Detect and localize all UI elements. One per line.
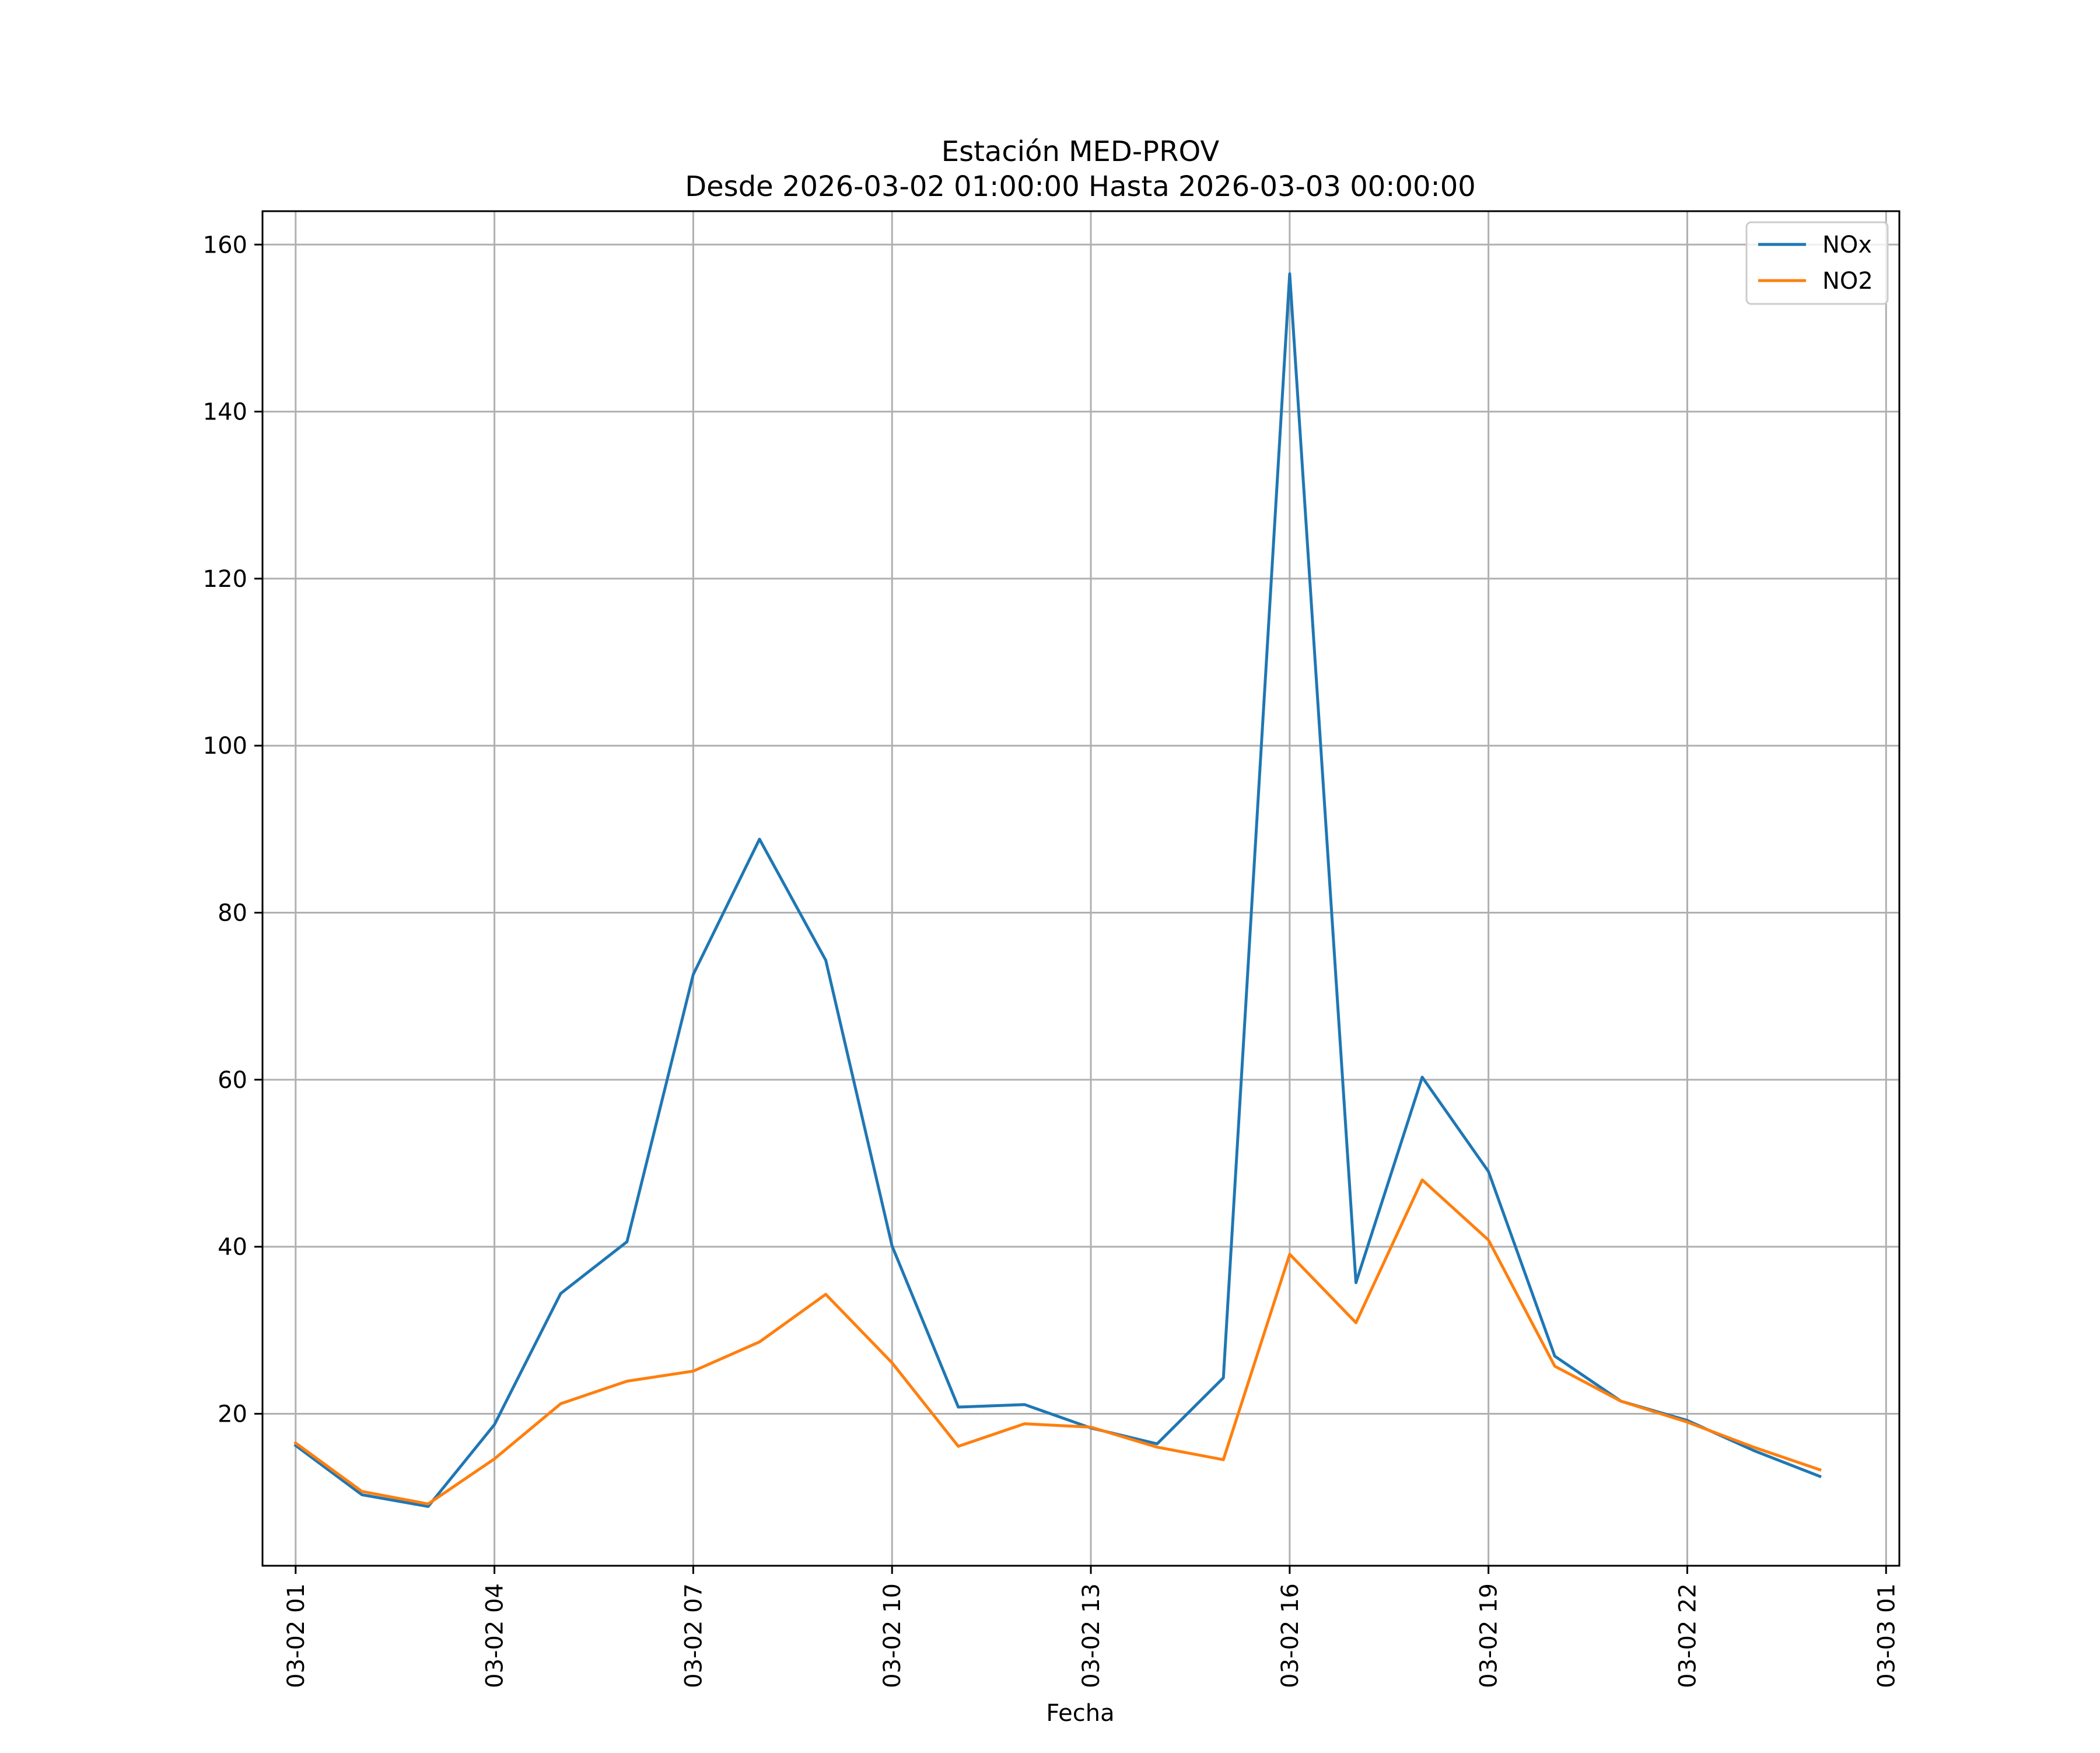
- x-tick-label: 03-02 01: [283, 1583, 310, 1688]
- legend-label-no2: NO2: [1822, 268, 1873, 295]
- y-tick-label: 20: [218, 1401, 247, 1427]
- x-tick-label: 03-02 16: [1277, 1583, 1304, 1688]
- x-tick-label: 03-02 04: [482, 1583, 509, 1688]
- x-tick-label: 03-02 07: [680, 1583, 707, 1688]
- plot-area-frame: [261, 210, 1901, 1567]
- legend-label-nox: NOx: [1822, 232, 1872, 258]
- x-tick-label: 03-03 01: [1873, 1583, 1900, 1688]
- grid-lines: [262, 211, 1899, 1566]
- x-tick-label: 03-02 19: [1476, 1583, 1503, 1688]
- y-tick-label: 140: [203, 399, 247, 426]
- y-tick-label: 40: [218, 1234, 247, 1261]
- series-line-nox: [293, 272, 1822, 1508]
- x-tick-label: 03-02 10: [879, 1583, 906, 1688]
- y-tick-label: 100: [203, 733, 247, 760]
- series-line-no2: [293, 1178, 1822, 1506]
- y-tick-label: 120: [203, 566, 247, 593]
- data-series: [293, 272, 1822, 1508]
- x-axis-ticks: 03-02 01 03-02 04 03-02 07 03-02 10 03-02 13…: [283, 1566, 1900, 1688]
- chart-title: Estación MED-PROV: [942, 135, 1220, 168]
- x-tick-label: 03-02 13: [1078, 1583, 1105, 1688]
- chart-subtitle: Desde 2026-03-02 01:00:00 Hasta 2026-03-…: [685, 170, 1476, 203]
- y-tick-label: 160: [203, 232, 247, 258]
- x-axis-label: Fecha: [1046, 1700, 1114, 1727]
- y-tick-label: 60: [218, 1067, 247, 1094]
- legend: NOx NO2: [1745, 221, 1889, 305]
- y-tick-label: 80: [218, 900, 247, 927]
- y-axis-ticks: 20 40 60 80 100 120 140 160: [203, 232, 262, 1427]
- x-tick-label: 03-02 22: [1674, 1583, 1701, 1688]
- legend-box: [1745, 221, 1889, 305]
